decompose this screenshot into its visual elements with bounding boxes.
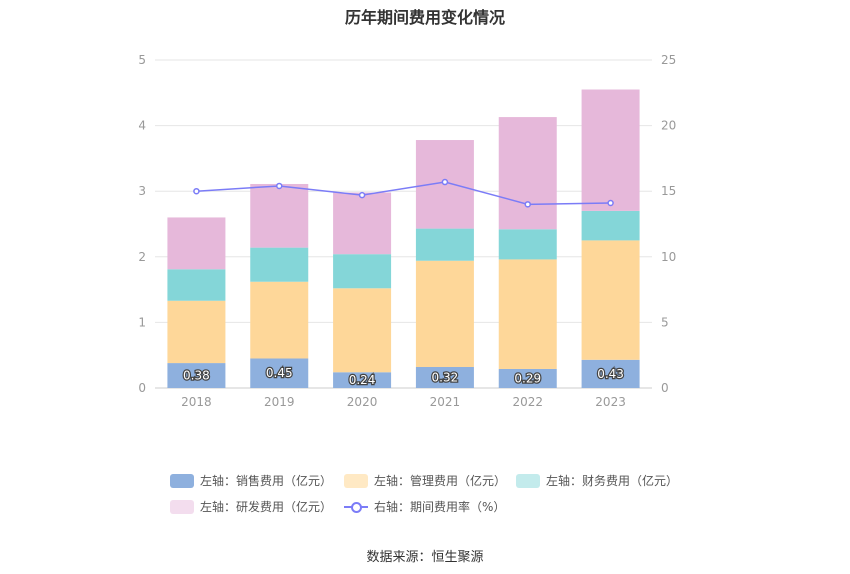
x-tick-label: 2018 bbox=[181, 395, 212, 409]
bar-segment bbox=[581, 210, 640, 241]
bar-data-label: 0.38 bbox=[183, 369, 210, 383]
bar-segment bbox=[250, 247, 309, 282]
bar-segment bbox=[581, 359, 640, 388]
y-right-tick-label: 0 bbox=[661, 381, 669, 395]
y-left-tick-label: 4 bbox=[138, 119, 146, 133]
bar-segment bbox=[333, 372, 392, 388]
bar-segment bbox=[498, 229, 557, 260]
x-tick-label: 2020 bbox=[347, 395, 378, 409]
legend-item-sales[interactable]: 左轴：销售费用（亿元） bbox=[170, 472, 332, 489]
legend-label-rate: 右轴：期间费用率（%） bbox=[374, 500, 506, 514]
bar-segment bbox=[498, 117, 557, 230]
chart-title: 历年期间费用变化情况 bbox=[344, 8, 505, 27]
y-right-tick-label: 25 bbox=[661, 53, 676, 67]
bar-segment bbox=[250, 183, 309, 248]
rate-point bbox=[441, 178, 449, 186]
x-tick-label: 2022 bbox=[512, 395, 543, 409]
legend-label-sales: 左轴：销售费用（亿元） bbox=[200, 474, 333, 488]
legend-item-rate[interactable]: 右轴：期间费用率（%） bbox=[344, 498, 505, 515]
legend-item-rnd[interactable]: 左轴：研发费用（亿元） bbox=[170, 498, 332, 515]
bar-data-label: 0.45 bbox=[266, 366, 293, 380]
legend-item-admin[interactable]: 左轴：管理费用（亿元） bbox=[344, 472, 506, 489]
x-tick-label: 2021 bbox=[430, 395, 461, 409]
y-left-tick-label: 0 bbox=[138, 381, 146, 395]
y-right-tick-label: 10 bbox=[661, 250, 676, 264]
bar-data-label: 0.24 bbox=[349, 373, 376, 387]
bar-segment bbox=[333, 288, 392, 373]
legend-swatch-finance bbox=[516, 473, 540, 488]
rate-point bbox=[358, 191, 366, 199]
rate-point bbox=[607, 199, 614, 207]
bar-segment bbox=[581, 240, 640, 360]
rate-point bbox=[524, 201, 531, 208]
legend-swatch-sales bbox=[170, 473, 194, 488]
legend-label-finance: 左轴：财务费用（亿元） bbox=[546, 474, 679, 488]
bar-segment bbox=[167, 269, 226, 301]
legend-item-finance[interactable]: 左轴：财务费用（亿元） bbox=[516, 472, 678, 489]
bar-segment bbox=[415, 367, 474, 388]
bar-data-label: 0.32 bbox=[432, 371, 459, 385]
rate-line bbox=[196, 181, 611, 206]
bar-segment bbox=[415, 260, 474, 368]
legend-label-admin: 左轴：管理费用（亿元） bbox=[374, 474, 507, 488]
bar-data-label: 0.43 bbox=[597, 367, 624, 381]
y-left-tick-label: 1 bbox=[138, 315, 146, 329]
bar-segment bbox=[333, 192, 392, 255]
bar-segment bbox=[498, 368, 557, 388]
rate-point bbox=[276, 182, 283, 190]
bar-segment bbox=[581, 89, 640, 211]
legend-label-rnd: 左轴：研发费用（亿元） bbox=[200, 500, 333, 514]
bar-segment bbox=[167, 217, 226, 270]
bar-segment bbox=[250, 358, 309, 388]
y-left-tick-label: 2 bbox=[138, 250, 146, 264]
x-tick-label: 2023 bbox=[595, 395, 626, 409]
legend-swatch-rate bbox=[344, 500, 368, 514]
bar-segment bbox=[415, 228, 474, 261]
y-left-tick-label: 5 bbox=[138, 53, 146, 67]
legend-swatch-admin bbox=[344, 473, 368, 488]
bar-segment bbox=[167, 300, 226, 364]
legend-swatch-rnd bbox=[170, 499, 194, 514]
data-source: 数据来源：恒生聚源 bbox=[366, 550, 484, 565]
bar-segment bbox=[250, 281, 309, 359]
bar-segment bbox=[167, 363, 226, 388]
bar-segment bbox=[498, 259, 557, 369]
bar-segment bbox=[333, 254, 392, 289]
rate-point bbox=[193, 187, 200, 195]
y-right-tick-label: 5 bbox=[661, 315, 669, 329]
y-right-tick-label: 15 bbox=[661, 184, 676, 198]
x-tick-label: 2019 bbox=[264, 395, 295, 409]
y-right-tick-label: 20 bbox=[661, 119, 676, 133]
bar-data-label: 0.29 bbox=[514, 371, 541, 385]
y-left-tick-label: 3 bbox=[138, 184, 146, 198]
